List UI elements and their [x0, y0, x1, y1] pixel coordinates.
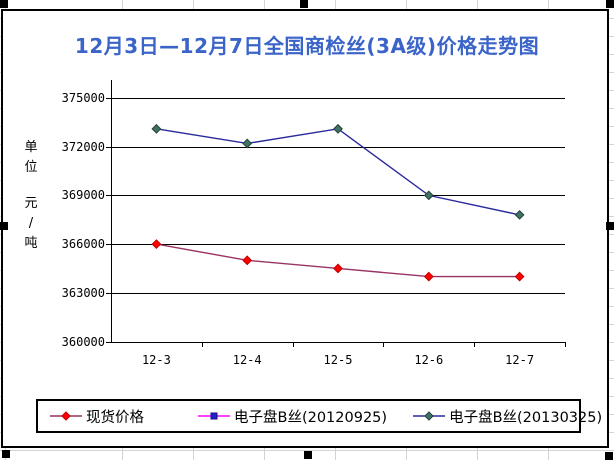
y-gridline [111, 195, 565, 197]
y-axis-unit-label: 单位元 / 吨 [20, 138, 42, 254]
data-point-marker [514, 209, 525, 220]
series-b-20130325[interactable] [151, 123, 525, 220]
series-line [156, 128, 520, 216]
y-axis-tick [106, 341, 111, 343]
x-tick-label: 12-3 [141, 352, 171, 367]
legend-label: 现货价格 [86, 409, 144, 426]
y-axis-tick [106, 98, 111, 99]
data-point-marker [423, 271, 434, 282]
selection-handle-bottom-left[interactable] [2, 450, 10, 458]
y-gridline [111, 98, 565, 99]
x-tick-label: 12-7 [505, 352, 535, 367]
y-gridline [111, 292, 565, 294]
data-point-marker [151, 239, 162, 250]
unit-label-char: 单 [24, 140, 38, 155]
selection-handle-bottom-middle[interactable] [304, 451, 312, 459]
y-tick-label: 375000 [61, 91, 105, 105]
legend-item-b-20130325[interactable]: 电子盘B丝(20130325) [413, 406, 602, 427]
series-spot-price[interactable] [151, 239, 525, 282]
selection-handle-bottom-right[interactable] [605, 452, 613, 460]
y-axis-tick [106, 244, 111, 246]
y-gridline [111, 146, 565, 148]
unit-label-char: 元 [24, 196, 38, 211]
y-axis-line [111, 80, 112, 343]
chart-title[interactable]: 12月3日—12月7日全国商检丝(3A级)价格走势图 [74, 34, 540, 58]
y-tick-label: 366000 [61, 237, 105, 252]
legend-item-spot-price[interactable]: 现货价格 [50, 406, 144, 427]
x-axis-line [111, 341, 565, 343]
data-point-marker [423, 190, 434, 201]
selection-handle-top-middle[interactable] [300, 0, 308, 8]
legend-label: 电子盘B丝(20130325) [449, 409, 603, 426]
y-axis-tick [106, 292, 111, 294]
legend-marker-diamond-icon [413, 411, 446, 421]
data-point-marker [333, 123, 343, 134]
data-point-marker [333, 263, 343, 274]
x-tick-label: 12-6 [414, 352, 444, 367]
y-tick-label: 360000 [61, 334, 105, 349]
y-tick-label: 372000 [61, 139, 105, 154]
legend-box[interactable]: 现货价格 电子盘B丝(20120925) 电子盘B丝(20130325) [36, 399, 602, 433]
selection-handle-top-left[interactable] [0, 0, 8, 8]
x-tick-label: 12-4 [232, 352, 262, 367]
y-gridline [111, 244, 565, 246]
x-axis-tick [474, 341, 476, 347]
data-point-marker [151, 123, 162, 134]
unit-label-char: 吨 [24, 236, 38, 251]
legend-item-b-20120925[interactable]: 电子盘B丝(20120925) [198, 406, 387, 427]
data-point-marker [242, 138, 253, 149]
y-tick-label: 363000 [61, 285, 105, 300]
selection-handle-middle-right[interactable] [606, 222, 614, 230]
y-axis-tick [106, 146, 111, 148]
x-axis-tick [565, 341, 566, 347]
x-axis-tick [383, 341, 385, 347]
x-axis-tick [292, 341, 294, 347]
y-axis-tick [106, 195, 111, 197]
legend-marker-diamond-icon [50, 411, 82, 421]
x-tick-label: 12-5 [323, 352, 353, 367]
data-point-marker [242, 255, 253, 266]
data-point-marker [514, 271, 525, 282]
y-tick-label: 369000 [61, 188, 105, 203]
legend-label: 电子盘B丝(20120925) [234, 409, 388, 426]
selection-handle-middle-left[interactable] [0, 222, 8, 230]
legend-marker-square-icon [198, 412, 230, 420]
unit-label-char: 位 [24, 160, 38, 175]
selection-handle-top-right[interactable] [606, 0, 614, 8]
unit-label-char: / [28, 216, 34, 231]
chart-frame[interactable] [1, 9, 609, 448]
x-axis-tick [201, 341, 203, 347]
